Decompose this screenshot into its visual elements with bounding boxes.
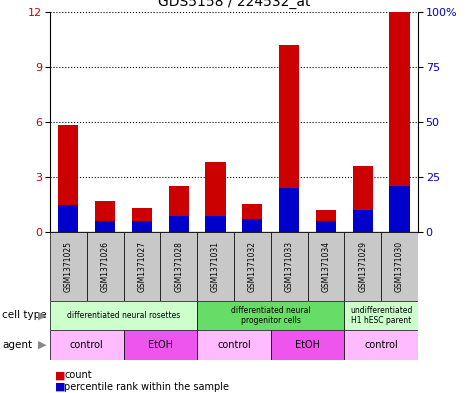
Bar <box>316 221 336 232</box>
Bar <box>50 232 86 301</box>
Bar <box>279 188 299 232</box>
Text: GSM1371030: GSM1371030 <box>395 241 404 292</box>
Text: GSM1371027: GSM1371027 <box>137 241 146 292</box>
Text: agent: agent <box>2 340 32 350</box>
Bar <box>169 186 189 232</box>
Bar <box>234 232 271 301</box>
Bar <box>95 201 115 232</box>
Text: EtOH: EtOH <box>148 340 173 350</box>
Bar <box>95 221 115 232</box>
Text: control: control <box>364 340 398 350</box>
Bar <box>242 219 263 232</box>
Text: GSM1371034: GSM1371034 <box>322 241 331 292</box>
Bar <box>124 232 160 301</box>
Text: control: control <box>217 340 251 350</box>
Bar <box>316 210 336 232</box>
Text: percentile rank within the sample: percentile rank within the sample <box>64 382 229 392</box>
Text: GSM1371028: GSM1371028 <box>174 241 183 292</box>
Bar <box>197 232 234 301</box>
Text: GSM1371029: GSM1371029 <box>358 241 367 292</box>
Bar <box>381 232 418 301</box>
Text: count: count <box>64 370 92 380</box>
Text: ■: ■ <box>55 370 65 380</box>
Bar <box>242 204 263 232</box>
Text: cell type: cell type <box>2 310 47 320</box>
Bar <box>352 210 373 232</box>
Bar <box>205 162 226 232</box>
Bar <box>124 330 197 360</box>
Bar <box>205 217 226 232</box>
Bar <box>390 12 410 232</box>
Bar <box>86 232 124 301</box>
Text: undifferentiated
H1 hESC parent: undifferentiated H1 hESC parent <box>350 306 412 325</box>
Text: control: control <box>70 340 104 350</box>
Text: GSM1371031: GSM1371031 <box>211 241 220 292</box>
Bar <box>197 301 344 330</box>
Bar <box>58 206 78 232</box>
Bar <box>344 232 381 301</box>
Bar <box>308 232 344 301</box>
Text: GSM1371033: GSM1371033 <box>285 241 294 292</box>
Bar <box>132 221 152 232</box>
Bar <box>279 45 299 232</box>
Bar <box>50 330 124 360</box>
Bar <box>390 185 410 232</box>
Text: ▶: ▶ <box>38 310 47 320</box>
Bar <box>352 166 373 232</box>
Text: ▶: ▶ <box>38 340 47 350</box>
Text: GSM1371026: GSM1371026 <box>101 241 110 292</box>
Bar <box>50 301 197 330</box>
Text: differentiated neural
progenitor cells: differentiated neural progenitor cells <box>231 306 311 325</box>
Text: GSM1371025: GSM1371025 <box>64 241 73 292</box>
Bar <box>344 301 418 330</box>
Bar <box>169 217 189 232</box>
Title: GDS5158 / 224532_at: GDS5158 / 224532_at <box>158 0 310 9</box>
Bar <box>271 232 308 301</box>
Text: differentiated neural rosettes: differentiated neural rosettes <box>67 311 180 320</box>
Bar <box>132 208 152 232</box>
Bar <box>344 330 418 360</box>
Bar <box>58 125 78 232</box>
Bar <box>271 330 344 360</box>
Bar <box>197 330 271 360</box>
Text: GSM1371032: GSM1371032 <box>248 241 257 292</box>
Text: ■: ■ <box>55 382 65 392</box>
Text: EtOH: EtOH <box>295 340 320 350</box>
Bar <box>160 232 197 301</box>
